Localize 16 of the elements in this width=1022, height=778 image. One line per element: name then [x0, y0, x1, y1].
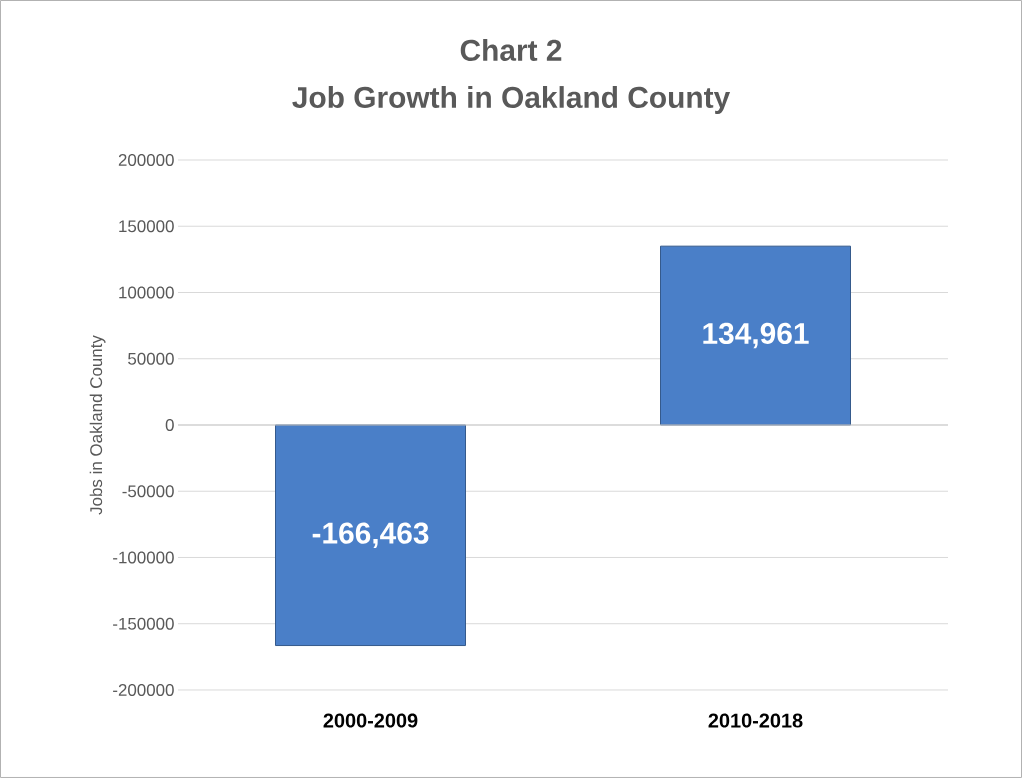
y-tick-label: 200000	[118, 153, 174, 166]
y-tick-label: -150000	[113, 617, 174, 630]
x-tick-label: 2010-2018	[708, 713, 803, 728]
y-tick-label: -100000	[113, 551, 174, 564]
data-label: -166,463	[312, 522, 429, 549]
y-tick-label: 50000	[128, 352, 174, 365]
y-tick-label: -50000	[122, 485, 174, 498]
y-tick-label: 150000	[119, 220, 174, 233]
chart-subtitle: Job Growth in Oakland County	[292, 86, 731, 114]
x-tick-label: 2000-2009	[323, 713, 418, 728]
data-label: 134,961	[703, 322, 809, 349]
y-tick-label: 100000	[119, 286, 174, 299]
chart-title: Chart 2	[460, 39, 562, 61]
y-axis-title: Jobs in Oakland County	[89, 335, 106, 515]
y-tick-label: -200000	[113, 683, 174, 696]
y-tick-label: 0	[165, 418, 174, 431]
